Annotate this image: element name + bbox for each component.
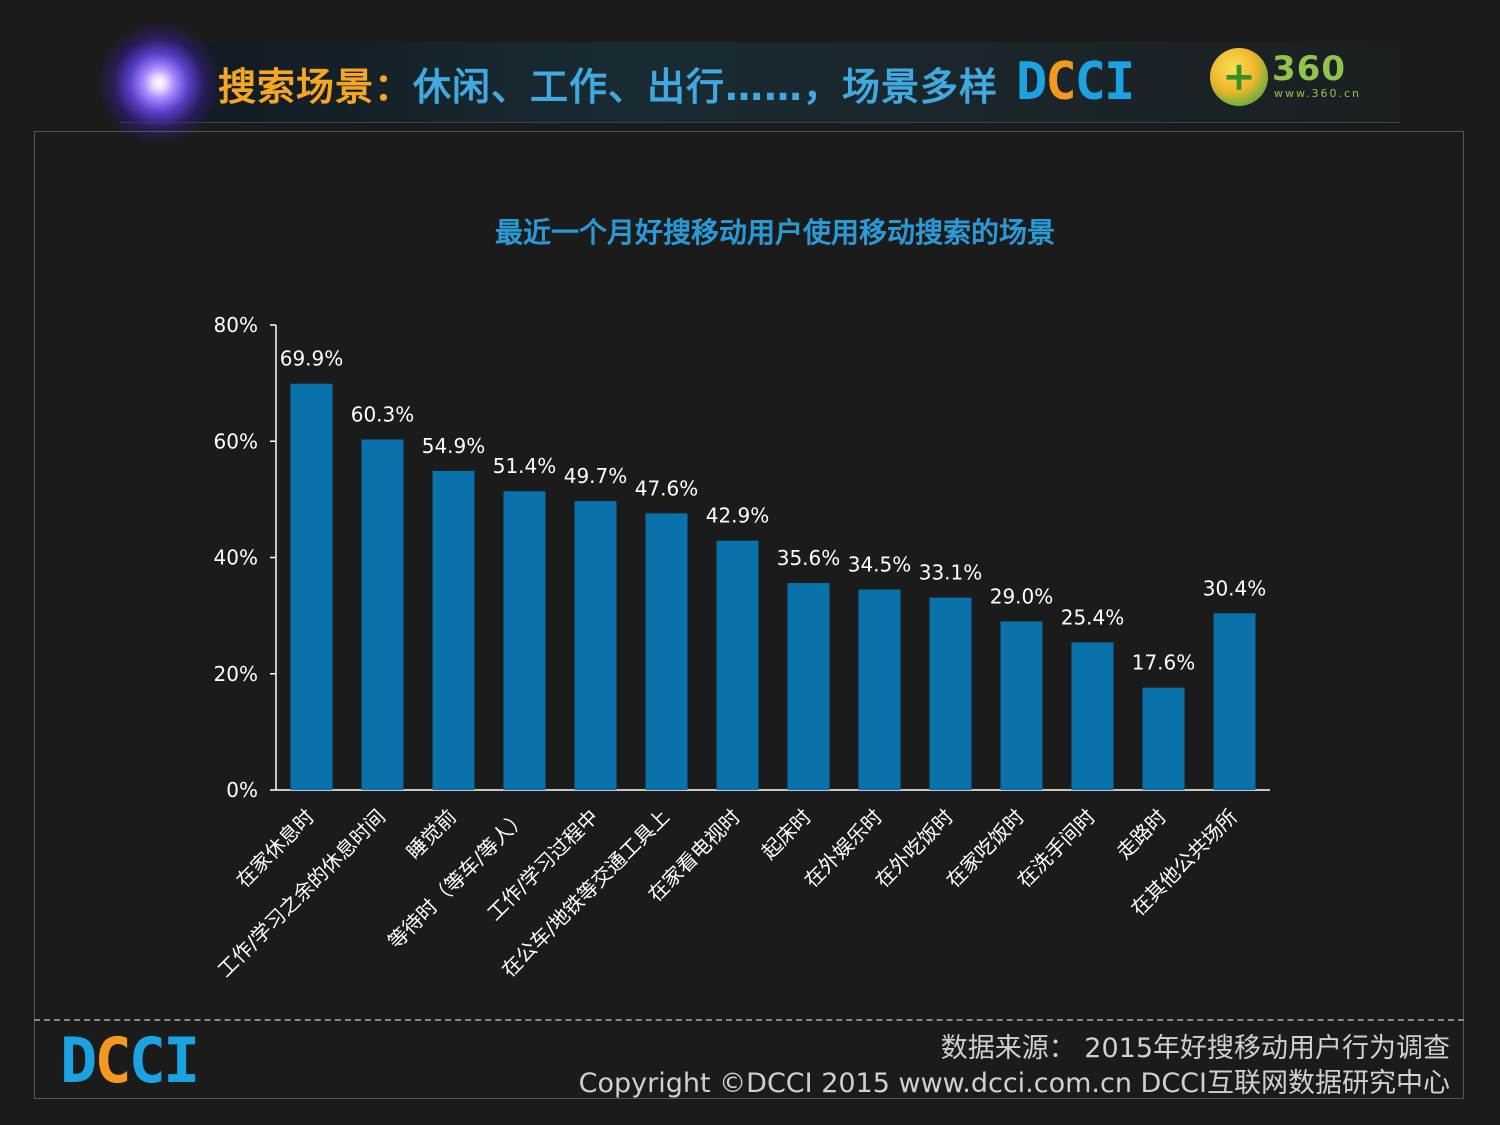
chart-panel bbox=[34, 131, 1464, 1099]
bar bbox=[290, 383, 333, 790]
bar bbox=[929, 597, 972, 790]
bar bbox=[503, 491, 546, 790]
copyright-text: Copyright ©DCCI 2015 www.dcci.com.cn DCC… bbox=[578, 1068, 1450, 1099]
data-source: 数据来源： 2015年好搜移动用户行为调查 bbox=[940, 1033, 1450, 1064]
bar bbox=[432, 470, 475, 790]
page-title-part2: 休闲、工作、出行……，场景多样 bbox=[413, 65, 999, 109]
chart-title: 最近一个月好搜移动用户使用移动搜索的场景 bbox=[495, 216, 1055, 249]
y-tick-label: 0% bbox=[226, 778, 258, 802]
dcci-logo: DCCI bbox=[1016, 52, 1135, 112]
360-logo-icon: + bbox=[1210, 48, 1268, 106]
360-logo-plus: + bbox=[1222, 54, 1256, 100]
page-title-part1: 搜索场景： bbox=[218, 65, 414, 109]
sparkle-star-icon bbox=[98, 22, 220, 144]
bar bbox=[361, 439, 404, 790]
y-tick-label: 20% bbox=[214, 662, 258, 686]
bar-value-label: 34.5% bbox=[848, 552, 912, 576]
dcci-logo-letter: C bbox=[1074, 52, 1106, 112]
page-title: 搜索场景：休闲、工作、出行……，场景多样 bbox=[218, 56, 998, 111]
bar bbox=[574, 501, 617, 790]
footer-divider bbox=[34, 1019, 1464, 1021]
header-bar bbox=[120, 42, 1400, 123]
y-tick-label: 40% bbox=[214, 546, 258, 570]
bar-value-label: 33.1% bbox=[919, 561, 983, 585]
bar-value-label: 49.7% bbox=[564, 464, 628, 488]
category-label: 睡觉前 bbox=[402, 805, 461, 864]
dcci-footer-logo-letter: C bbox=[94, 1024, 131, 1097]
bar-value-label: 54.9% bbox=[422, 434, 486, 458]
bar bbox=[1213, 613, 1256, 790]
360-logo-text: 360 bbox=[1272, 49, 1346, 89]
bar bbox=[858, 589, 901, 790]
dcci-logo-letter: C bbox=[1045, 52, 1076, 112]
bar-value-label: 69.9% bbox=[280, 347, 344, 371]
dcci-footer-logo-letter: D bbox=[60, 1024, 97, 1097]
bar bbox=[1000, 621, 1043, 790]
category-label: 起床时 bbox=[757, 805, 816, 864]
bar-value-label: 30.4% bbox=[1203, 576, 1267, 600]
bar-value-label: 42.9% bbox=[706, 504, 770, 528]
bar-value-label: 29.0% bbox=[990, 584, 1054, 608]
bar-value-label: 17.6% bbox=[1132, 651, 1196, 675]
bar-value-label: 47.6% bbox=[635, 476, 699, 500]
bar-value-label: 25.4% bbox=[1061, 605, 1125, 629]
category-label: 走路时 bbox=[1112, 805, 1171, 864]
bar-value-label: 35.6% bbox=[777, 546, 841, 570]
y-tick-label: 80% bbox=[214, 313, 258, 337]
category-label: 在洗手间时 bbox=[1012, 805, 1100, 893]
bar bbox=[1071, 642, 1114, 790]
360-logo-url: www.360.cn bbox=[1274, 87, 1361, 100]
bar bbox=[787, 583, 830, 790]
bar-value-label: 60.3% bbox=[351, 403, 415, 427]
dcci-footer-logo-letter: I bbox=[162, 1024, 200, 1097]
dcci-footer-logo: DCCI bbox=[60, 1024, 200, 1097]
dcci-footer-logo-letter: C bbox=[128, 1024, 166, 1097]
bar-chart: 最近一个月好搜移动用户使用移动搜索的场景 0% 20% 40% 60% 80% 69.9% 在… bbox=[213, 216, 1270, 982]
bar-value-label: 51.4% bbox=[493, 454, 557, 478]
dcci-logo-letter: I bbox=[1103, 52, 1135, 112]
dcci-logo-letter: D bbox=[1016, 52, 1047, 112]
category-label: 等待时（等车/等人） bbox=[383, 805, 532, 954]
y-tick-label: 60% bbox=[214, 429, 258, 453]
bar bbox=[716, 540, 759, 790]
bar bbox=[1142, 687, 1185, 790]
bar bbox=[645, 513, 688, 790]
